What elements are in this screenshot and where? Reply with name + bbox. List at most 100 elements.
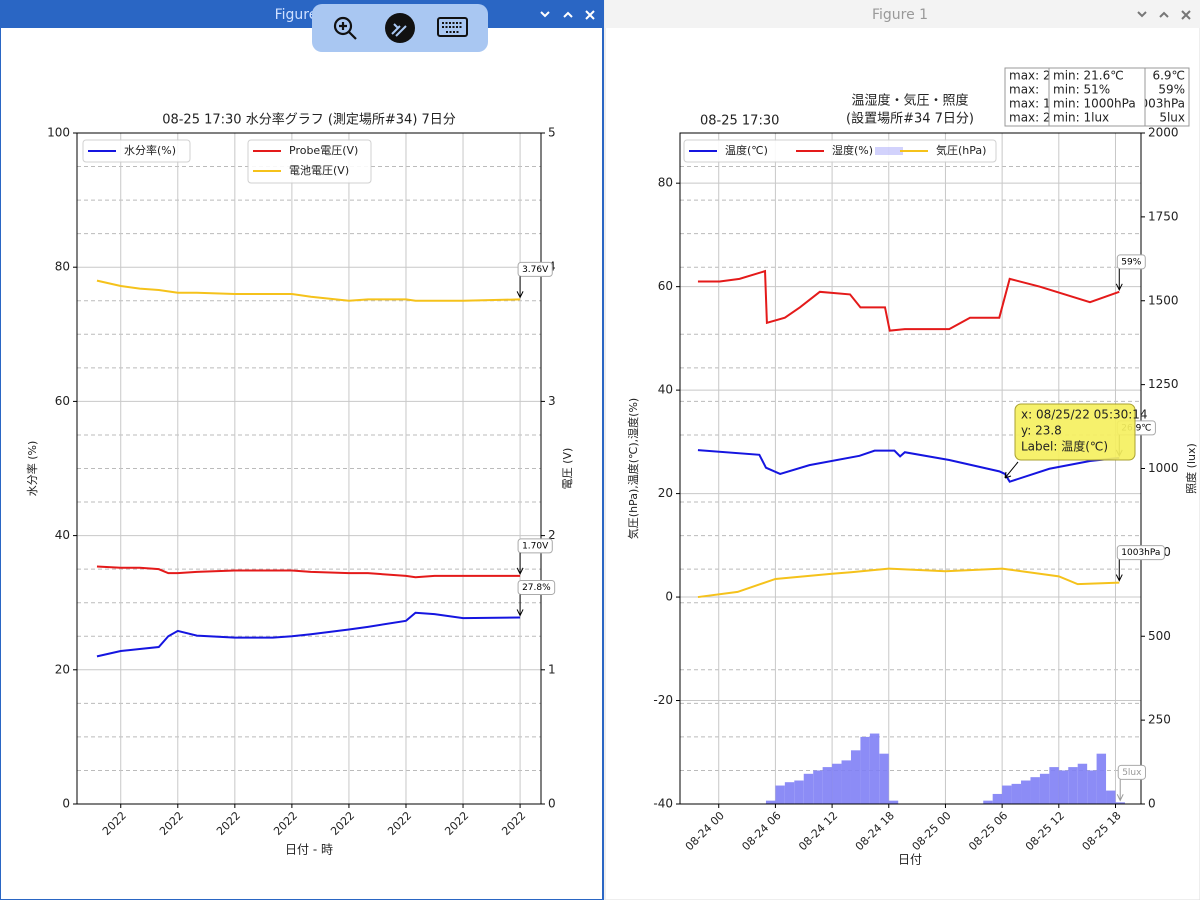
annotation-box <box>517 579 556 595</box>
stats-text: max: 1 <box>1009 97 1051 111</box>
legend-patch <box>875 147 903 155</box>
annotation-arrow <box>516 552 524 575</box>
bar <box>1068 767 1078 804</box>
chart-title: 温湿度・気圧・照度 <box>851 93 968 109</box>
tooltip-text: Label: 温度(℃) <box>1021 439 1108 454</box>
window-title: Figure 1 <box>872 7 928 23</box>
zoom-icon[interactable] <box>333 16 357 40</box>
stats-text: min: 21.6℃ <box>1053 69 1124 83</box>
y2-tick-label: 500 <box>1148 629 1171 643</box>
stats-text: min: 1000hPa <box>1053 97 1136 111</box>
bar <box>775 785 785 804</box>
minimize-btn[interactable] <box>1137 11 1147 18</box>
bar <box>869 733 880 804</box>
legend-label: 温度(℃) <box>725 143 768 157</box>
annotation-label: 5lux <box>1122 768 1142 778</box>
series-line <box>697 269 1120 332</box>
tooltip-box <box>1014 403 1136 461</box>
y2-tick-label: 0 <box>548 797 556 811</box>
stats-text: 003hPa <box>1140 97 1185 111</box>
maximize-btn[interactable] <box>1159 11 1169 18</box>
y-tick-label: 100 <box>47 126 70 140</box>
chart-subtitle: 08-25 17:30 <box>700 114 779 129</box>
stats-text: max: 2 <box>1009 111 1051 125</box>
annotation-label: 27.8% <box>522 583 551 593</box>
titlebar-left <box>0 0 603 28</box>
y-tick-label: 40 <box>55 528 70 542</box>
stats-text: max: <box>1009 83 1039 97</box>
annotation: 1.70V <box>516 538 553 575</box>
bar <box>822 767 833 804</box>
y2-tick-label: 0 <box>1148 797 1156 811</box>
tooltip-arrow <box>1004 461 1019 479</box>
annotation-arrow <box>1116 779 1124 802</box>
annotation-box <box>517 538 553 554</box>
minimize-btn[interactable] <box>540 11 550 18</box>
legend-box <box>82 139 191 163</box>
series-line <box>697 567 1120 599</box>
bar <box>1039 773 1050 804</box>
tooltip-text: x: 08/25/22 05:30:14 <box>1021 408 1148 422</box>
close-btn[interactable] <box>1181 10 1191 20</box>
y-tick-label: 80 <box>658 176 673 190</box>
plot-frame <box>76 132 542 805</box>
y2-tick-label: 1500 <box>1148 293 1179 307</box>
bar <box>803 773 814 804</box>
y-tick-label: -40 <box>653 797 673 811</box>
y-tick-label: 0 <box>665 590 673 604</box>
y-tick-label: 40 <box>658 383 673 397</box>
bar <box>888 800 899 804</box>
annotation-label: 1003hPa <box>1121 548 1160 558</box>
remote-toolbar <box>312 4 488 52</box>
bar <box>983 800 993 804</box>
y2-tick-label: 1750 <box>1148 209 1179 223</box>
bar <box>813 770 823 804</box>
bar <box>832 763 842 804</box>
plot-frame <box>679 132 1142 805</box>
y2-tick-label: 1000 <box>1148 461 1179 475</box>
y2-tick-label: 3 <box>548 394 556 408</box>
stats-text: 6.9℃ <box>1152 69 1185 83</box>
y2-tick-label: 5 <box>548 126 556 140</box>
close-btn[interactable] <box>585 10 595 20</box>
stats-text: max: 2 <box>1009 69 1051 83</box>
bar <box>794 780 804 804</box>
legend-label: 湿度(%) <box>832 143 873 157</box>
annotation-label: 1.70V <box>522 541 549 551</box>
bar <box>1077 763 1088 804</box>
y-tick-label: 0 <box>62 797 70 811</box>
y-axis-label: 水分率 (%) <box>25 441 39 497</box>
annotation-label: 3.76V <box>522 265 549 275</box>
annotation: 1003hPa <box>1115 545 1165 582</box>
bar <box>1030 777 1040 804</box>
y2-tick-label: 1 <box>548 662 556 676</box>
bar <box>1096 753 1107 804</box>
maximize-btn[interactable] <box>563 11 573 18</box>
legend-label: Probe電圧(V) <box>289 144 358 157</box>
bar <box>1115 802 1125 804</box>
chart-title: 08-25 17:30 水分率グラフ (測定場所#34) 7日分 <box>162 112 456 128</box>
bar <box>850 750 861 804</box>
x-axis-label: 日付 - 時 <box>285 843 333 857</box>
annotation-label: 59% <box>1121 257 1141 267</box>
stats-text: 5lux <box>1159 111 1185 125</box>
bar <box>784 782 795 804</box>
bar <box>992 793 1003 804</box>
connection-icon[interactable] <box>385 13 415 43</box>
legend-label: 水分率(%) <box>124 143 176 157</box>
y-tick-label: 20 <box>658 486 673 500</box>
series-line <box>697 449 1120 483</box>
bar <box>879 753 889 804</box>
series-line <box>96 611 521 658</box>
x-axis-label: 日付 <box>898 853 922 867</box>
y-tick-label: 80 <box>55 260 70 274</box>
bar <box>1049 767 1059 804</box>
bar <box>841 760 851 804</box>
legend-label: 電池電圧(V) <box>289 164 349 177</box>
titlebar-right <box>605 0 1200 28</box>
annotation: 3.76V <box>516 261 553 299</box>
keyboard-icon[interactable] <box>437 17 468 37</box>
